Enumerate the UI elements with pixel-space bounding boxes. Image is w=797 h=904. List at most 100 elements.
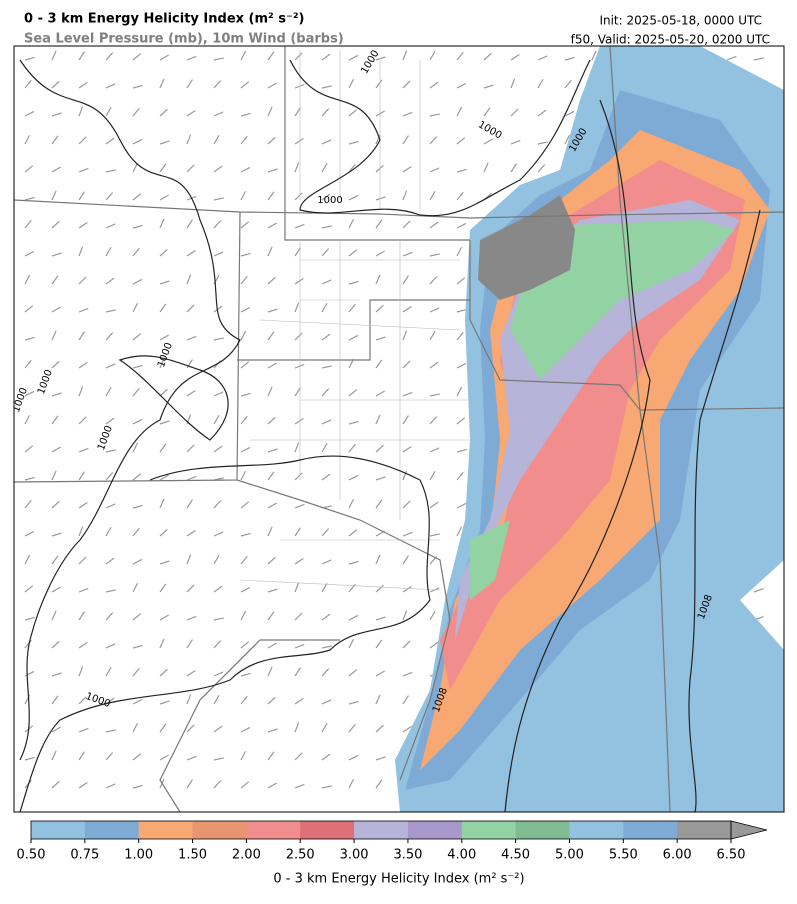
wind-barb bbox=[402, 500, 411, 509]
valid-time: f50, Valid: 2025-05-20, 0200 UTC bbox=[571, 33, 770, 47]
wind-barb bbox=[186, 639, 193, 649]
wind-barb bbox=[429, 447, 440, 453]
wind-barb bbox=[402, 275, 409, 285]
wind-barb bbox=[105, 729, 116, 733]
wind-barb bbox=[78, 276, 87, 285]
wind-barb bbox=[267, 191, 275, 201]
wind-barb bbox=[78, 82, 88, 89]
wind-barb bbox=[186, 250, 196, 257]
wind-barb bbox=[159, 358, 165, 369]
wind-barb bbox=[240, 501, 250, 509]
wind-barb bbox=[186, 554, 192, 565]
wind-barb bbox=[321, 528, 330, 537]
wind-barb bbox=[159, 668, 168, 677]
colorbar-segment bbox=[461, 821, 517, 839]
wind-barb bbox=[267, 502, 277, 509]
wind-barb bbox=[213, 57, 224, 61]
wind-barb bbox=[186, 304, 195, 313]
wind-barb bbox=[321, 699, 332, 705]
wind-barb bbox=[267, 728, 278, 733]
wind-barb bbox=[456, 362, 467, 369]
wind-barb bbox=[213, 555, 220, 565]
field-gray bbox=[478, 195, 575, 300]
wind-barb bbox=[375, 110, 385, 117]
wind-barb bbox=[240, 726, 251, 733]
wind-barb bbox=[348, 754, 359, 761]
wind-barb bbox=[132, 613, 142, 621]
wind-barb bbox=[186, 335, 197, 341]
wind-barb bbox=[186, 444, 195, 453]
wind-barb bbox=[321, 225, 332, 229]
colorbar-tick-label: 5.00 bbox=[555, 848, 584, 863]
wind-barb bbox=[105, 449, 116, 453]
wind-barb bbox=[105, 247, 112, 257]
wind-barb bbox=[51, 252, 62, 257]
wind-barb bbox=[240, 135, 248, 145]
wind-barb bbox=[186, 274, 192, 285]
wind-barb bbox=[24, 305, 34, 313]
slp-contour bbox=[19, 59, 241, 761]
wind-barb bbox=[402, 135, 409, 145]
wind-barb bbox=[213, 305, 223, 313]
wind-barb bbox=[402, 251, 413, 257]
wind-barb bbox=[402, 671, 413, 677]
wind-barb bbox=[105, 503, 116, 509]
wind-barb bbox=[51, 532, 62, 537]
wind-barb bbox=[321, 303, 328, 313]
wind-barb bbox=[402, 111, 413, 117]
wind-barb bbox=[105, 643, 116, 649]
wind-barb bbox=[294, 332, 303, 341]
wind-barb bbox=[402, 360, 411, 369]
wind-barb bbox=[24, 670, 35, 677]
wind-barb bbox=[348, 443, 356, 453]
wind-barb bbox=[267, 222, 277, 229]
colorbar-segment bbox=[84, 821, 140, 839]
colorbar-segment bbox=[138, 821, 194, 839]
wind-barb bbox=[429, 533, 440, 537]
wind-barb bbox=[267, 611, 275, 621]
wind-barb bbox=[267, 308, 278, 313]
wind-barb bbox=[429, 276, 438, 285]
slp-contour bbox=[118, 355, 229, 441]
wind-barb bbox=[132, 667, 140, 677]
wind-barb bbox=[240, 275, 248, 285]
wind-barb bbox=[159, 560, 170, 565]
wind-barb bbox=[213, 531, 224, 537]
wind-barb bbox=[348, 474, 359, 481]
wind-barb bbox=[186, 164, 195, 173]
wind-barb bbox=[78, 167, 89, 173]
wind-barb bbox=[456, 82, 467, 89]
wind-barb bbox=[24, 250, 35, 257]
colorbar-tick-label: 3.50 bbox=[393, 848, 422, 863]
wind-barb bbox=[24, 616, 35, 621]
wind-barb bbox=[267, 751, 275, 761]
wind-barb bbox=[348, 334, 359, 341]
wind-barb bbox=[186, 499, 193, 509]
wind-barb bbox=[564, 56, 575, 61]
wind-barb bbox=[24, 756, 35, 761]
wind-barb bbox=[213, 780, 222, 789]
colorbar-segment bbox=[407, 821, 463, 839]
wind-barb bbox=[375, 414, 381, 425]
wind-barb bbox=[267, 526, 273, 537]
wind-barb bbox=[78, 751, 85, 761]
wind-barb bbox=[132, 418, 143, 425]
wind-barb bbox=[78, 386, 84, 397]
wind-barb bbox=[51, 640, 60, 649]
wind-barb bbox=[51, 446, 61, 453]
wind-barb bbox=[186, 779, 193, 789]
wind-barb bbox=[132, 527, 140, 537]
title: 0 - 3 km Energy Helicity Index (m² s⁻²) bbox=[24, 12, 305, 27]
wind-barb bbox=[51, 50, 57, 61]
wind-barb bbox=[564, 79, 572, 89]
wind-barb bbox=[267, 782, 277, 789]
wind-barb bbox=[240, 252, 251, 257]
wind-barb bbox=[240, 446, 251, 453]
wind-barb bbox=[213, 415, 220, 425]
wind-barb bbox=[348, 218, 355, 229]
wind-barb bbox=[105, 557, 115, 565]
wind-barb bbox=[294, 223, 305, 229]
wind-barb bbox=[402, 470, 408, 481]
wind-barb bbox=[267, 331, 275, 341]
colorbar-segment bbox=[515, 821, 570, 839]
